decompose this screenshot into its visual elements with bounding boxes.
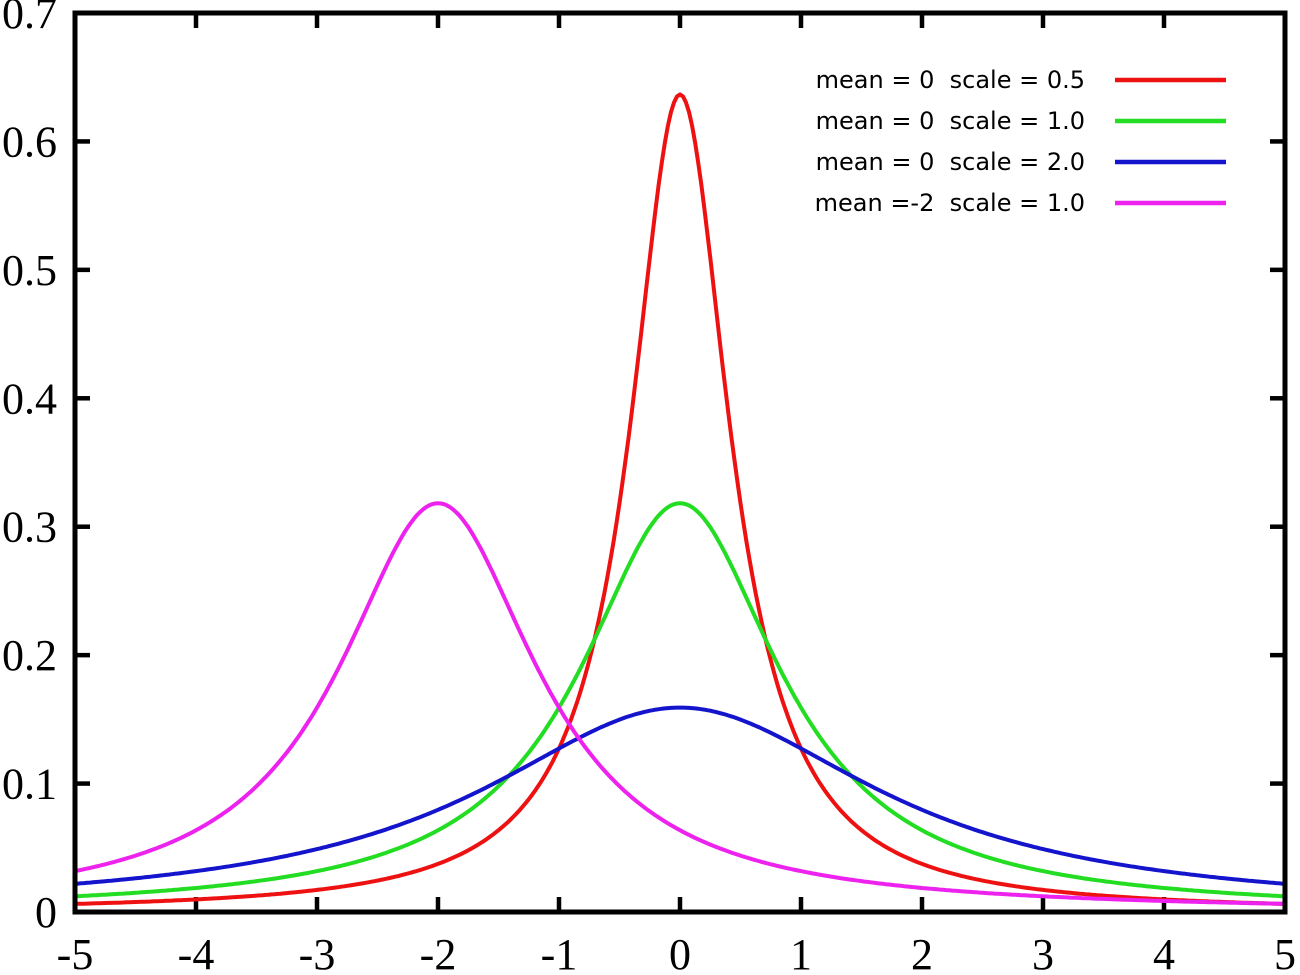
y-tick-label: 0.2 <box>2 631 57 680</box>
legend-label: mean = 0 scale = 1.0 <box>816 107 1085 135</box>
legend: mean = 0 scale = 0.5 mean = 0 scale = 1.0… <box>815 66 1226 217</box>
y-tick-label: 0.3 <box>2 503 57 552</box>
series-curve-2 <box>73 705 1287 886</box>
x-tick-label: -3 <box>299 930 336 975</box>
legend-entry: mean = 0 scale = 1.0 <box>816 107 1226 135</box>
legend-label: mean =-2 scale = 1.0 <box>815 189 1085 217</box>
y-tick-label: 0.1 <box>2 760 57 809</box>
legend-entry: mean = 0 scale = 2.0 <box>816 148 1226 176</box>
y-tick-label: 0.4 <box>2 374 57 423</box>
y-tick-label: 0 <box>35 888 57 937</box>
x-tick-label: -4 <box>178 930 215 975</box>
legend-entry: mean = 0 scale = 0.5 <box>816 66 1226 94</box>
x-tick-label: 4 <box>1153 930 1175 975</box>
y-tick-label: 0.7 <box>2 0 57 38</box>
x-tick-label: 5 <box>1274 930 1296 975</box>
x-tick-label: 0 <box>669 930 691 975</box>
legend-label: mean = 0 scale = 0.5 <box>816 66 1085 94</box>
legend-entry: mean =-2 scale = 1.0 <box>815 189 1226 217</box>
x-tick-label: 2 <box>911 930 933 975</box>
x-tick-label: -1 <box>541 930 578 975</box>
series-curve-3 <box>73 501 1287 906</box>
x-tick-label: 3 <box>1032 930 1054 975</box>
legend-label: mean = 0 scale = 2.0 <box>816 148 1085 176</box>
series-curve-0 <box>73 92 1287 906</box>
y-tick-label: 0.6 <box>2 117 57 166</box>
x-tick-label: -5 <box>57 930 94 975</box>
x-tick-label: 1 <box>790 930 812 975</box>
x-tick-label: -2 <box>420 930 457 975</box>
series-curve-1 <box>73 501 1287 899</box>
y-tick-label: 0.5 <box>2 246 57 295</box>
plot-frame <box>72 10 1288 915</box>
